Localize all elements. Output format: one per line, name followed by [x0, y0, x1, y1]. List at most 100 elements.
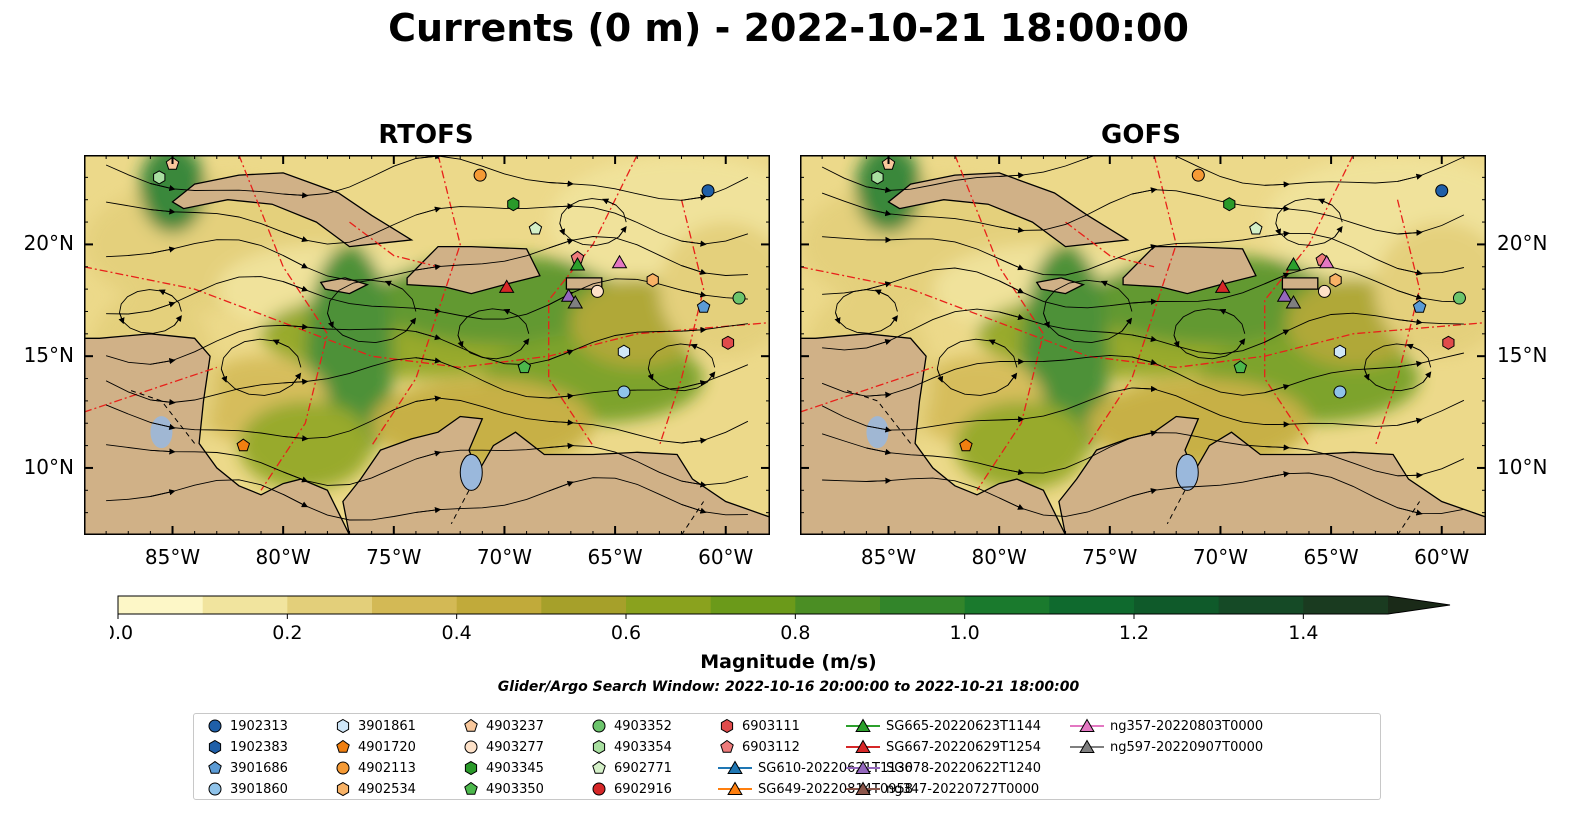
streamline-arrow [1264, 181, 1290, 188]
legend-label: 6903111 [742, 718, 800, 734]
map-svg [800, 155, 1486, 535]
legend-marker-icon [336, 718, 350, 734]
streamline-arrow [866, 391, 892, 398]
colorbar-segment [710, 596, 796, 614]
legend-label: 6902771 [614, 760, 672, 776]
cuba-land [171, 172, 414, 248]
figure-title: Currents (0 m) - 2022-10-21 18:00:00 [388, 6, 1189, 50]
colorbar-tick-label: 0.4 [442, 622, 472, 644]
streamline-arrow [405, 317, 417, 332]
legend-marker-icon [846, 760, 880, 774]
marker-4901720 [236, 438, 251, 452]
streamline-arrow [1334, 226, 1343, 238]
streamline-arrow [866, 447, 892, 456]
streamline-arrow [681, 480, 707, 488]
streamline-arrow [457, 335, 464, 348]
legend-hexagon-icon [208, 739, 222, 755]
colorbar-segment [541, 596, 627, 614]
marker-6903111 [721, 335, 735, 350]
legend-label: 4902534 [358, 781, 416, 797]
legend-hexagon-icon [720, 718, 734, 734]
colorbar-segment [118, 596, 204, 614]
legend-marker-icon [464, 781, 478, 795]
streamline-arrow [1173, 335, 1180, 348]
lake-maracaibo [459, 453, 483, 491]
legend-label: ng347-20220727T0000 [886, 781, 1040, 797]
colorbar-segment [1303, 596, 1389, 614]
streamline-arrow [548, 480, 574, 492]
legend-marker-icon [464, 760, 478, 776]
country-border [1397, 501, 1421, 535]
legend-label: 4903350 [486, 781, 544, 797]
eez-boundary [548, 155, 638, 446]
current-speed-texture [954, 400, 1088, 491]
streamline-arrow [1131, 488, 1158, 497]
streamline-arrow [283, 471, 309, 483]
legend-item: 1902383 [206, 737, 288, 757]
streamline-arrow [866, 186, 892, 194]
streamline-arrow [1397, 360, 1423, 368]
legend-item: 1902313 [206, 716, 288, 736]
eez-boundary [1065, 221, 1155, 268]
legend-hexagon-icon [592, 739, 606, 755]
legend-label: SG649-20220814T0958 [758, 781, 914, 797]
map-frame-border [800, 155, 1486, 535]
lon-tick-label: 85°W [144, 545, 201, 569]
marker-4903345 [507, 197, 520, 212]
colorbar-segment [626, 596, 712, 614]
streamline-arrow [1043, 313, 1050, 329]
streamline-arrow [150, 246, 176, 254]
marker-4903354 [153, 170, 166, 185]
legend-label: 4903352 [614, 718, 672, 734]
legend-marker-icon [336, 781, 350, 797]
legend-marker-icon [336, 739, 350, 753]
streamline-arrow [999, 416, 1025, 423]
legend-triangle-icon [1079, 739, 1095, 753]
lake-maracaibo [1175, 453, 1199, 491]
streamline-arrow [1131, 430, 1158, 439]
marker-4903352 [732, 291, 746, 305]
streamline-arrow [936, 368, 944, 383]
eez-boundary [954, 155, 1045, 491]
streamline-arrow [999, 172, 1025, 179]
legend-item: 4903277 [462, 737, 544, 757]
legend-triangle-icon [855, 739, 871, 753]
streamline-arrow [866, 477, 892, 484]
legend-item: SG610-20220621T1130 [718, 758, 913, 778]
country-border [450, 490, 470, 525]
legend-hexagon-icon [336, 781, 350, 797]
legend-marker-icon [720, 718, 734, 734]
legend-marker-icon [208, 760, 222, 774]
marker-SG667-20220629T1254 [498, 279, 515, 293]
streamline-arrow [999, 497, 1025, 510]
streamline-arrow [415, 263, 442, 271]
streamline-arrow [1007, 372, 1018, 386]
legend-circle-icon [208, 782, 222, 796]
marker-4903352 [1452, 291, 1466, 305]
legend-label: 3901860 [230, 781, 288, 797]
colorbar-tick-label: 0.0 [110, 622, 133, 644]
colorbar-tick-label: 0.6 [611, 622, 641, 644]
streamline-arrow [1318, 198, 1333, 206]
streamline-arrow [150, 448, 176, 455]
legend-label: 3901686 [230, 760, 288, 776]
eez-boundary [349, 221, 439, 268]
legend-item: 6902916 [590, 779, 672, 799]
marker-6902771 [528, 221, 543, 235]
cuba-land [887, 172, 1130, 248]
streamline-arrow [890, 315, 898, 326]
legend-marker-icon [718, 760, 752, 774]
colorbar-extend-arrow [1388, 596, 1450, 614]
streamline-arrow [999, 467, 1025, 476]
lat-tick-label-right: 20°N [1497, 231, 1548, 256]
streamline-arrow [520, 338, 530, 350]
legend-item: ng357-20220803T0000 [1070, 716, 1263, 736]
south-america-land [342, 415, 770, 535]
legend-circle-icon [336, 761, 350, 775]
marker-SG665-20220623T1144 [569, 257, 586, 271]
marker-4902113 [473, 168, 487, 182]
marker-6902771 [1249, 221, 1263, 235]
legend-circle-icon [464, 740, 478, 754]
current-speed-texture [1375, 222, 1486, 357]
streamline-arrow [1131, 244, 1158, 253]
